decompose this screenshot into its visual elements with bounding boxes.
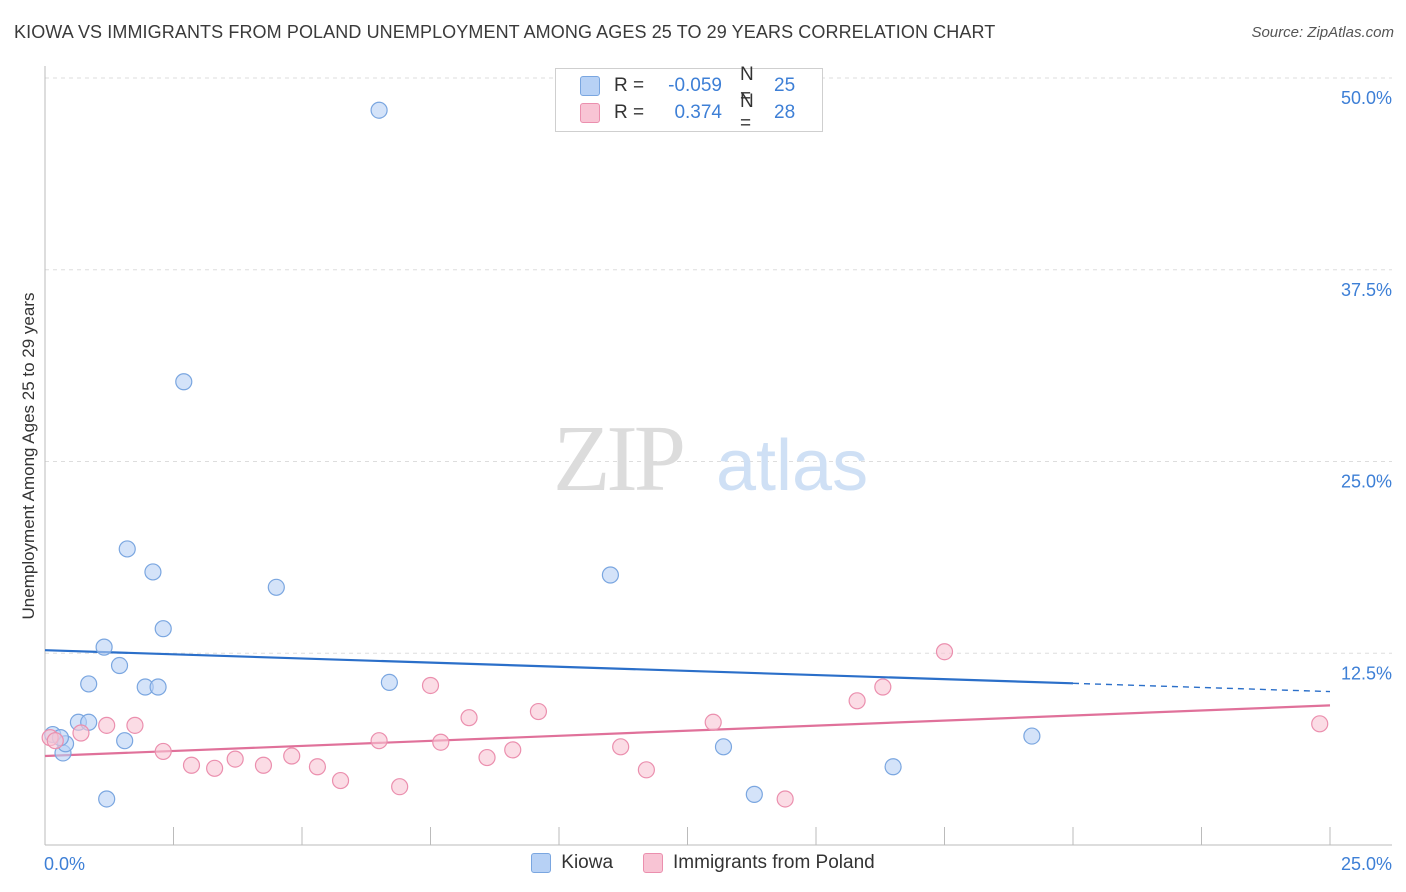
data-point-poland — [704, 713, 722, 731]
y-axis-label: Unemployment Among Ages 25 to 29 years — [19, 293, 38, 620]
watermark-zip: ZIP — [553, 407, 683, 511]
trend-lines — [44, 649, 1331, 758]
watermark-atlas: atlas — [716, 426, 868, 506]
legend-swatch-kiowa — [531, 853, 552, 873]
data-point-poland — [432, 733, 450, 751]
data-point-kiowa — [601, 566, 620, 584]
data-point-kiowa — [118, 540, 136, 558]
data-point-poland — [283, 747, 301, 765]
x-tick-label: 25.0% — [1341, 854, 1392, 874]
axes — [44, 66, 1392, 846]
data-point-poland — [421, 676, 440, 695]
y-tick-label: 12.5% — [1341, 663, 1392, 683]
legend-n-label: N = — [740, 64, 754, 107]
y-tick-label: 37.5% — [1341, 280, 1392, 300]
data-point-poland — [254, 756, 273, 774]
data-point-poland — [460, 709, 478, 727]
legend-row-kiowa: R = -0.059 N = 25 — [580, 64, 796, 107]
data-point-kiowa — [175, 373, 193, 391]
legend-item-kiowa[interactable]: Kiowa — [531, 852, 613, 874]
data-point-poland — [637, 761, 655, 779]
data-point-poland — [154, 742, 172, 761]
data-point-poland — [874, 678, 892, 696]
data-point-kiowa — [144, 563, 162, 581]
data-point-kiowa — [95, 638, 113, 656]
grid-lines — [45, 77, 1392, 654]
data-point-poland — [478, 748, 496, 767]
legend-row-poland: R = 0.374 N = 28 — [580, 91, 796, 134]
legend-n-value-kiowa: 25 — [774, 75, 796, 96]
legend-n-label: N = — [740, 91, 754, 134]
data-point-poland — [776, 790, 794, 808]
data-point-kiowa — [1023, 727, 1041, 745]
data-point-poland — [504, 741, 522, 759]
legend-label-kiowa: Kiowa — [561, 852, 614, 873]
data-point-kiowa — [714, 738, 733, 756]
data-point-kiowa — [380, 673, 398, 691]
series-legend: Kiowa Immigrants from Poland — [0, 852, 1406, 874]
chart-title: KIOWA VS IMMIGRANTS FROM POLAND UNEMPLOY… — [14, 22, 996, 42]
legend-r-value-kiowa: -0.059 — [668, 75, 722, 96]
correlation-legend: R = -0.059 N = 25 R = 0.374 N = 28 — [555, 64, 823, 134]
y-tick-label: 25.0% — [1341, 472, 1392, 492]
legend-label-poland: Immigrants from Poland — [673, 852, 875, 873]
x-tick-label: 0.0% — [44, 854, 85, 874]
y-tick-label: 50.0% — [1341, 88, 1392, 108]
legend-r-label: R = — [614, 75, 645, 96]
data-point-poland — [126, 716, 144, 734]
data-point-poland — [935, 643, 954, 661]
trend-line-kiowa — [44, 649, 1074, 685]
data-point-poland — [331, 771, 350, 790]
data-point-poland — [848, 692, 866, 710]
data-point-poland — [226, 750, 244, 768]
data-point-poland — [1311, 715, 1329, 733]
data-point-poland — [98, 716, 116, 734]
legend-r-label: R = — [614, 102, 645, 123]
data-point-poland — [182, 756, 201, 774]
trend-line-extension-kiowa — [1072, 682, 1331, 693]
trend-line-poland — [44, 704, 1331, 758]
data-point-kiowa — [116, 732, 134, 750]
data-point-kiowa — [267, 578, 285, 596]
data-point-kiowa — [154, 620, 172, 638]
data-point-poland — [612, 738, 630, 756]
data-point-kiowa — [884, 758, 902, 776]
legend-swatch-poland — [580, 103, 600, 123]
data-point-poland — [206, 759, 224, 777]
data-point-kiowa — [80, 675, 98, 693]
tick-labels: 12.5% 25.0% 37.5% 50.0% 0.0% 25.0% — [44, 88, 1392, 874]
legend-r-value-poland: 0.374 — [674, 102, 722, 123]
source-label: Source: ZipAtlas.com — [1251, 24, 1394, 41]
watermark: ZIP atlas — [553, 407, 868, 511]
legend-swatch-poland — [643, 853, 664, 873]
data-point-kiowa — [745, 785, 763, 803]
legend-item-poland[interactable]: Immigrants from Poland — [643, 852, 875, 874]
data-point-kiowa — [370, 101, 388, 119]
data-point-kiowa — [149, 678, 167, 696]
data-point-kiowa — [98, 790, 116, 808]
data-point-kiowa — [110, 656, 129, 675]
data-point-poland — [529, 702, 548, 721]
data-point-poland — [370, 732, 388, 750]
data-points — [41, 101, 1329, 808]
data-point-poland — [391, 778, 409, 796]
data-point-poland — [46, 732, 64, 750]
legend-n-value-poland: 28 — [774, 102, 796, 123]
data-point-poland — [308, 758, 327, 776]
data-point-poland — [72, 724, 90, 742]
legend-swatch-kiowa — [580, 76, 600, 96]
